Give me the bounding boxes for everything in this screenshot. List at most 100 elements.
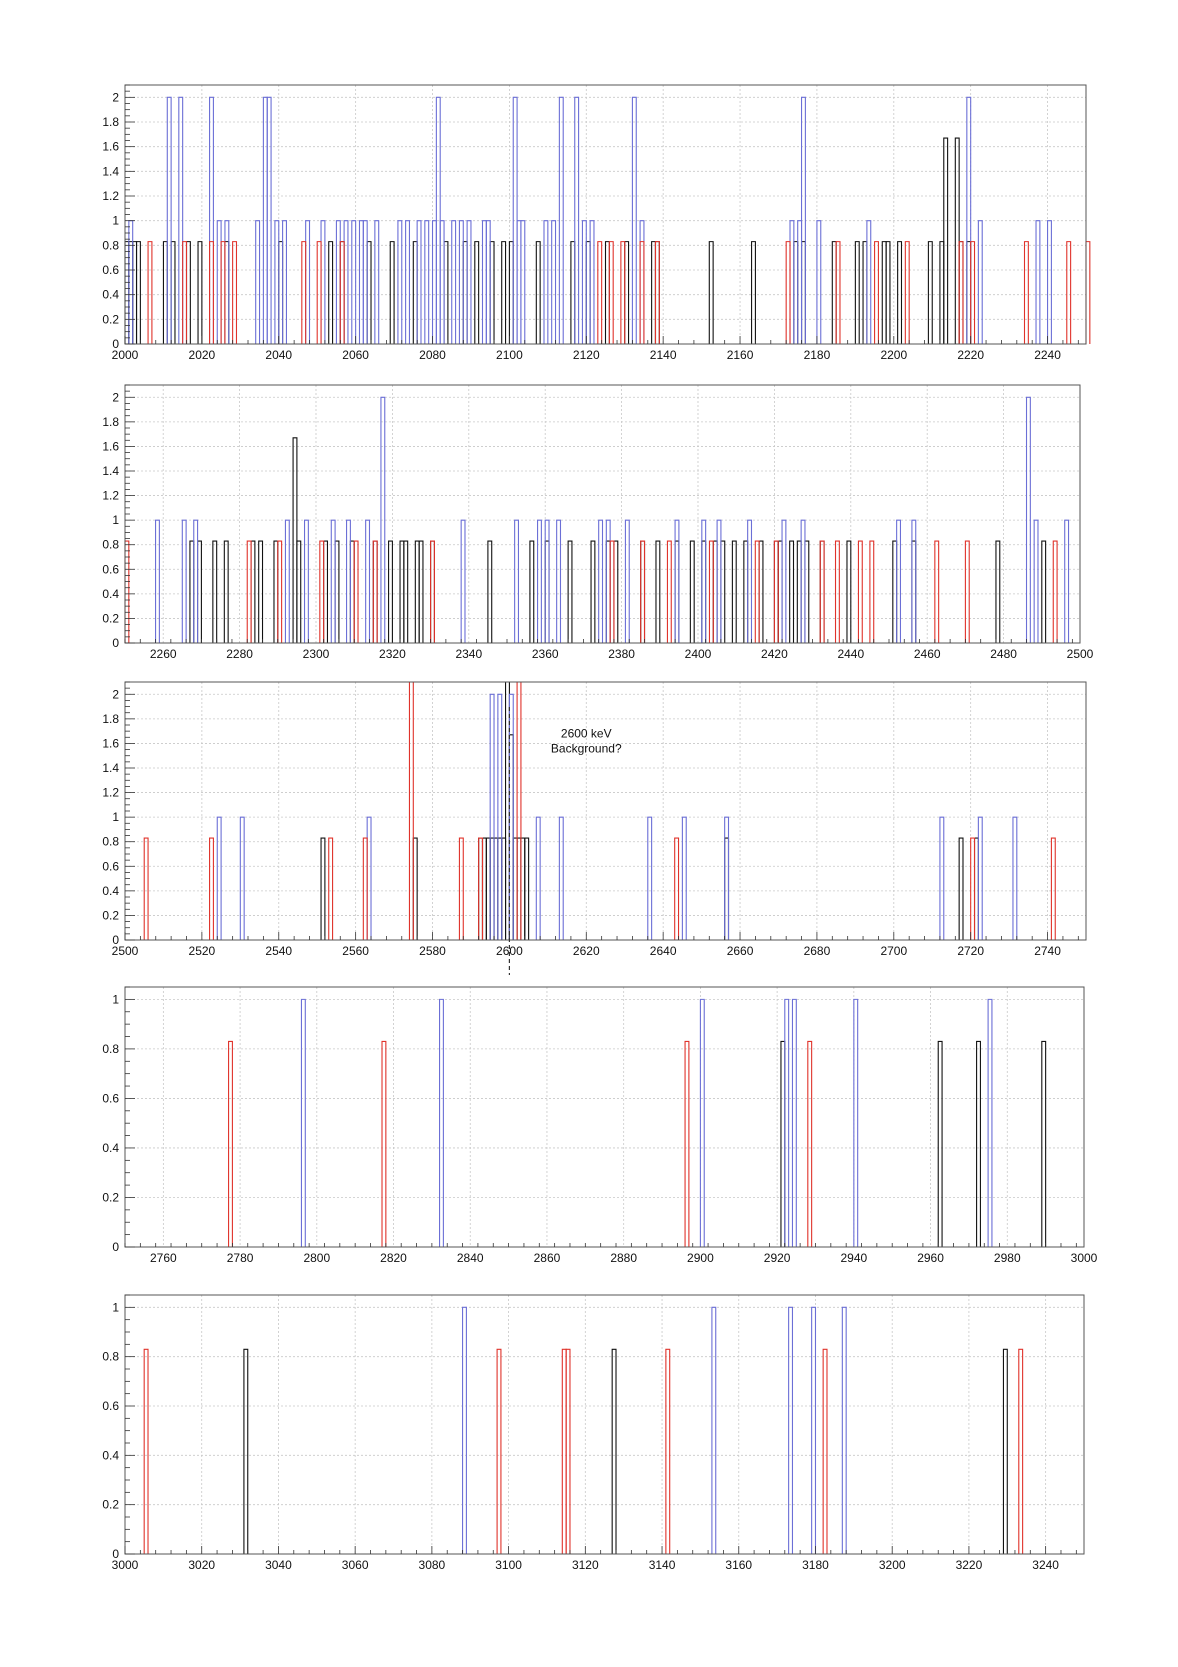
y-tick-label: 0.2 (102, 908, 119, 922)
histogram-bin (784, 998, 790, 1247)
histogram-bin (282, 220, 287, 344)
histogram-bin (460, 519, 466, 643)
histogram-bin (474, 241, 480, 344)
histogram-bin (246, 540, 252, 643)
series-red (228, 1040, 813, 1247)
series-black (243, 1348, 1008, 1554)
histogram-bin (684, 1040, 690, 1247)
histogram-bin (970, 241, 976, 344)
histogram-bin (590, 540, 596, 643)
histogram-bin (296, 540, 302, 643)
histogram-bin (822, 1348, 828, 1554)
y-tick-label: 0 (112, 1547, 119, 1561)
x-tick-label: 3200 (879, 1558, 906, 1572)
histogram-bin (611, 1348, 617, 1554)
histogram-panel-5: 3000 3020 3040 3060 3080 3100 3120 3140 3160 3180… (102, 1294, 1085, 1572)
histogram-bin (565, 1348, 571, 1554)
y-tick-label: 0.2 (102, 1498, 119, 1512)
histogram-bin (193, 519, 199, 643)
x-tick-label: 2820 (380, 1251, 407, 1265)
histogram-bin (934, 540, 940, 643)
histogram-bin (904, 241, 910, 344)
histogram-bin (497, 693, 503, 940)
x-tick-label: 2740 (1034, 944, 1061, 958)
histogram-bin (674, 519, 680, 643)
plot-frame (124, 1294, 1085, 1555)
x-tick-label: 2160 (727, 348, 754, 362)
y-tick-label: 2 (112, 390, 119, 404)
histogram-bin (1012, 816, 1018, 940)
histogram-bin (598, 519, 604, 643)
x-tick-label: 2500 (112, 944, 139, 958)
histogram-bin (389, 241, 395, 344)
x-tick-label: 2260 (150, 647, 177, 661)
x-tick-label: 2300 (303, 647, 330, 661)
plot-frame (124, 986, 1085, 1248)
histogram-bin (466, 220, 472, 344)
histogram-bin (1041, 1040, 1047, 1247)
y-tick-label: 0.4 (102, 1141, 119, 1155)
histogram-bin (608, 241, 614, 344)
x-tick-label: 2800 (303, 1251, 330, 1265)
histogram-bin (353, 540, 359, 643)
y-tick-label: 0 (112, 1240, 119, 1254)
histogram-bin (791, 998, 797, 1247)
histogram-bin (674, 837, 680, 940)
x-tick-label: 2540 (265, 944, 292, 958)
histogram-bin (620, 241, 626, 344)
histogram-bin (258, 540, 264, 643)
histogram-bin (689, 540, 695, 643)
histogram-bin (1041, 540, 1047, 643)
series-red (143, 681, 1056, 940)
x-tick-label: 3000 (112, 1558, 139, 1572)
x-tick-label: 2940 (840, 1251, 867, 1265)
histogram-bin (424, 220, 430, 344)
histogram-bin (405, 220, 411, 344)
histogram-bin (147, 241, 153, 344)
x-tick-label: 2200 (880, 348, 907, 362)
x-tick-label: 2860 (534, 1251, 561, 1265)
histogram-bin (346, 519, 351, 643)
histogram-bin (166, 96, 172, 344)
histogram-bin (976, 1040, 981, 1247)
histogram-bin (977, 816, 983, 940)
histogram-bin (489, 693, 495, 940)
y-tick-label: 1.4 (102, 164, 119, 178)
histogram-bin (228, 1040, 233, 1247)
histogram-bin (544, 519, 550, 643)
y-tick-label: 0.8 (102, 538, 119, 552)
histogram-bin (143, 1348, 149, 1554)
histogram-bin (788, 1306, 794, 1554)
histogram-bin (135, 241, 141, 344)
histogram-bin (1018, 1348, 1024, 1554)
x-tick-label: 2880 (610, 1251, 637, 1265)
x-tick-label: 3100 (495, 1558, 522, 1572)
histogram-bin (785, 241, 791, 344)
y-tick-label: 1.4 (102, 464, 119, 478)
histogram-bin (958, 241, 964, 344)
histogram-bin (708, 241, 714, 344)
x-tick-label: 2700 (880, 944, 907, 958)
histogram-bin (524, 837, 530, 940)
histogram-bin (589, 220, 595, 344)
histogram-bin (874, 241, 879, 344)
histogram-bin (751, 241, 756, 344)
histogram-bin (197, 241, 203, 344)
histogram-bin (966, 96, 972, 344)
x-tick-label: 2020 (189, 348, 216, 362)
histogram-bin (451, 220, 457, 344)
histogram-bin (181, 519, 187, 643)
y-tick-label: 0.4 (102, 1448, 119, 1462)
histogram-bin (216, 816, 222, 940)
y-tick-label: 1 (112, 992, 119, 1006)
histogram-bin (1025, 396, 1031, 643)
x-tick-label: 2340 (455, 647, 482, 661)
histogram-bin (537, 519, 542, 643)
histogram-bin (716, 519, 722, 643)
histogram-bin (954, 137, 960, 344)
histogram-bin (209, 241, 214, 344)
x-tick-label: 3220 (956, 1558, 983, 1572)
histogram-bin (178, 96, 184, 344)
annotation-line-2: Background? (551, 741, 622, 755)
histogram-bin (747, 519, 753, 643)
